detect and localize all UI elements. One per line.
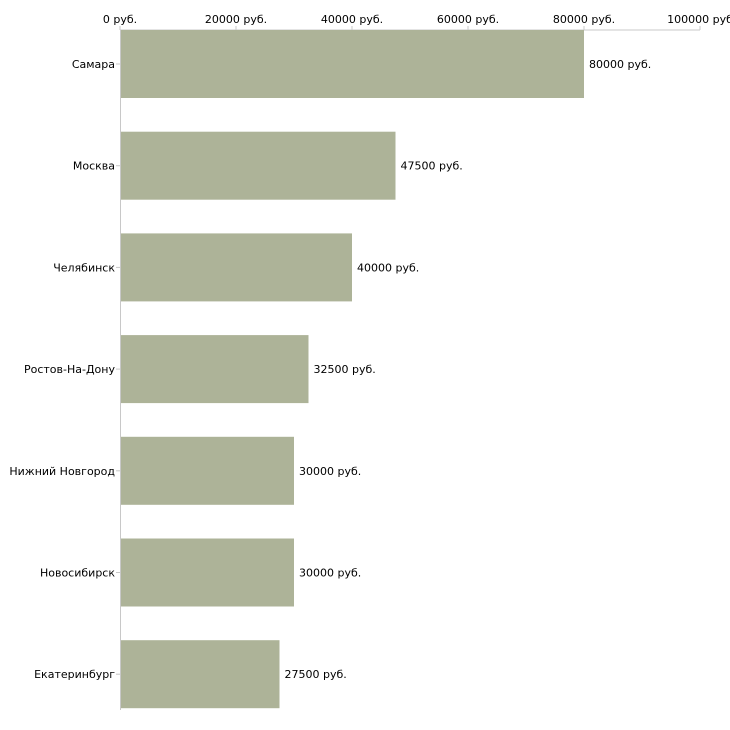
x-tick-label: 20000 руб.: [205, 13, 267, 26]
x-tick-label: 60000 руб.: [437, 13, 499, 26]
x-tick-label: 80000 руб.: [553, 13, 615, 26]
x-tick-label: 0 руб.: [103, 13, 137, 26]
category-label: Екатеринбург: [34, 668, 115, 681]
data-label: 30000 руб.: [299, 567, 361, 580]
bar: [121, 335, 309, 404]
category-label: Москва: [73, 160, 115, 173]
bar: [121, 640, 280, 709]
data-label: 40000 руб.: [357, 261, 419, 274]
bar: [121, 436, 294, 505]
data-label: 30000 руб.: [299, 465, 361, 478]
x-axis: 0 руб. 20000 руб. 40000 руб. 60000 руб. 8000…: [103, 13, 730, 710]
bar: [121, 30, 584, 98]
category-label: Самара: [72, 58, 115, 71]
data-label: 27500 руб.: [285, 668, 347, 681]
data-label: 32500 руб.: [314, 363, 376, 376]
category-label: Челябинск: [53, 261, 115, 274]
bar: [121, 131, 396, 200]
bars: [121, 30, 584, 709]
category-label: Новосибирск: [40, 567, 115, 580]
bar: [121, 538, 294, 607]
x-tick-label: 100000 руб: [667, 13, 730, 26]
data-label: 80000 руб.: [589, 58, 651, 71]
category-label: Нижний Новгород: [9, 465, 115, 478]
data-label: 47500 руб.: [401, 160, 463, 173]
data-labels: 80000 руб. 47500 руб. 40000 руб. 32500 руб.…: [285, 58, 652, 681]
bar: [121, 233, 352, 302]
category-label: Ростов-На-Дону: [24, 363, 115, 376]
x-tick-label: 40000 руб.: [321, 13, 383, 26]
category-labels: Самара Москва Челябинск Ростов-На-Дону Нижни…: [9, 58, 120, 681]
